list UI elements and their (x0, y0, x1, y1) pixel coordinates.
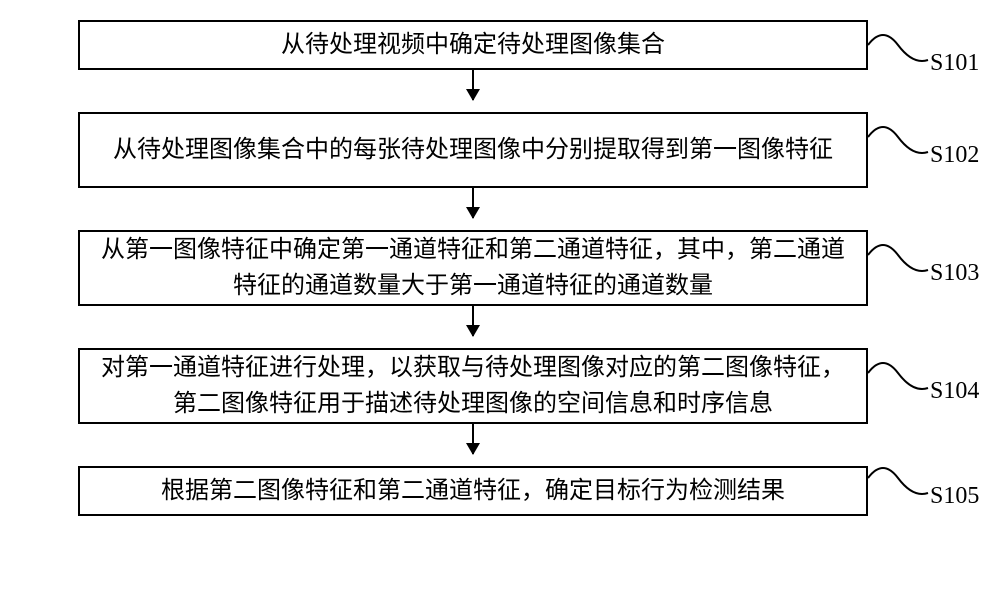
step-text: 对第一通道特征进行处理，以获取与待处理图像对应的第二图像特征，第二图像特征用于描… (96, 350, 850, 422)
arrow-s104-s105 (472, 424, 474, 454)
step-label-s105: S105 (930, 483, 979, 510)
curve-connector-s105 (868, 463, 930, 503)
arrow-s101-s102 (472, 70, 474, 100)
step-box-s102: 从待处理图像集合中的每张待处理图像中分别提取得到第一图像特征 (78, 112, 868, 188)
step-text: 从待处理图像集合中的每张待处理图像中分别提取得到第一图像特征 (113, 132, 833, 168)
step-text: 从待处理视频中确定待处理图像集合 (281, 27, 665, 63)
step-box-s105: 根据第二图像特征和第二通道特征，确定目标行为检测结果 (78, 466, 868, 516)
step-label-s101: S101 (930, 50, 979, 77)
step-box-s103: 从第一图像特征中确定第一通道特征和第二通道特征，其中，第二通道特征的通道数量大于… (78, 230, 868, 306)
curve-connector-s104 (868, 358, 930, 398)
step-box-s104: 对第一通道特征进行处理，以获取与待处理图像对应的第二图像特征，第二图像特征用于描… (78, 348, 868, 424)
label-text: S104 (930, 378, 979, 404)
step-label-s104: S104 (930, 378, 979, 405)
label-text: S101 (930, 50, 979, 76)
curve-connector-s101 (868, 30, 930, 70)
flowchart-container: 从待处理视频中确定待处理图像集合 从待处理图像集合中的每张待处理图像中分别提取得… (0, 0, 1000, 613)
curve-connector-s103 (868, 240, 930, 280)
label-text: S105 (930, 483, 979, 509)
arrow-s103-s104 (472, 306, 474, 336)
step-label-s102: S102 (930, 142, 979, 169)
step-box-s101: 从待处理视频中确定待处理图像集合 (78, 20, 868, 70)
step-text: 从第一图像特征中确定第一通道特征和第二通道特征，其中，第二通道特征的通道数量大于… (96, 232, 850, 304)
curve-connector-s102 (868, 122, 930, 162)
step-label-s103: S103 (930, 260, 979, 287)
label-text: S103 (930, 260, 979, 286)
label-text: S102 (930, 142, 979, 168)
step-text: 根据第二图像特征和第二通道特征，确定目标行为检测结果 (161, 473, 785, 509)
arrow-s102-s103 (472, 188, 474, 218)
